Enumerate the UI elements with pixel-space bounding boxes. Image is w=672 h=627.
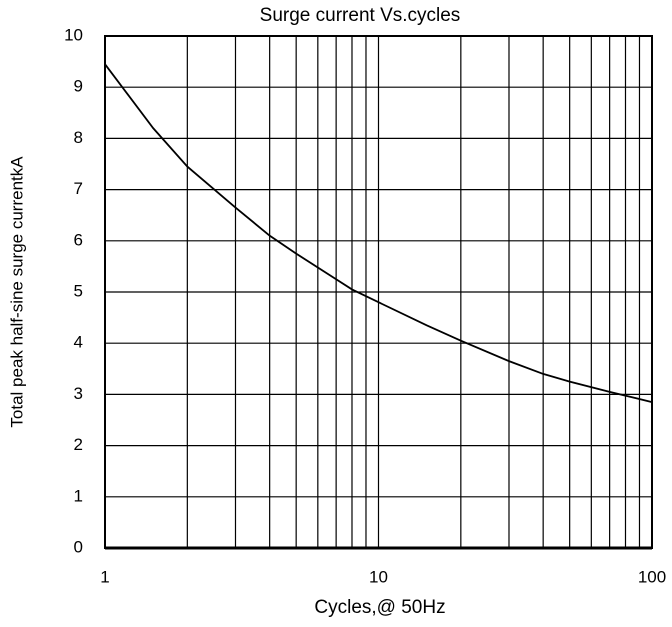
y-tick-label: 1 [74, 486, 83, 505]
line [104, 63, 653, 403]
y-tick-label: 9 [74, 77, 83, 96]
y-tick-label: 2 [74, 435, 83, 454]
y-tick-label: 6 [74, 230, 83, 249]
x-axis-label: Cycles,@ 50Hz [314, 597, 445, 618]
y-tick-label: 0 [74, 537, 83, 556]
y-tick-label: 8 [74, 128, 83, 147]
y-tick-label: 7 [74, 179, 83, 198]
y-axis-label: Total peak half-sine surge currentkA [7, 156, 26, 428]
y-tick-label: 5 [74, 281, 83, 300]
x-tick-label: 100 [638, 567, 666, 586]
x-tick-label: 10 [369, 567, 388, 586]
chart-title: Surge current Vs.cycles [260, 5, 461, 26]
y-tick-label: 10 [64, 25, 83, 44]
y-tick-label: 3 [74, 384, 83, 403]
x-tick-label: 1 [100, 567, 109, 586]
y-tick-label: 4 [74, 333, 83, 352]
